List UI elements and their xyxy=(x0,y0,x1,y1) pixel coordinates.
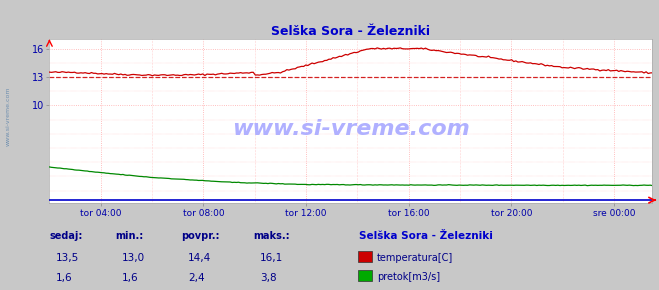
Text: maks.:: maks.: xyxy=(254,231,291,241)
Text: pretok[m3/s]: pretok[m3/s] xyxy=(377,272,440,282)
Text: 13,5: 13,5 xyxy=(56,253,79,263)
Text: 14,4: 14,4 xyxy=(188,253,211,263)
Text: 16,1: 16,1 xyxy=(260,253,283,263)
Text: sedaj:: sedaj: xyxy=(49,231,83,241)
Text: 1,6: 1,6 xyxy=(122,273,138,283)
Text: 2,4: 2,4 xyxy=(188,273,204,283)
Text: min.:: min.: xyxy=(115,231,144,241)
Text: temperatura[C]: temperatura[C] xyxy=(377,253,453,263)
Text: 1,6: 1,6 xyxy=(56,273,72,283)
Text: 3,8: 3,8 xyxy=(260,273,277,283)
Text: Selška Sora - Železniki: Selška Sora - Železniki xyxy=(359,231,493,241)
Title: Selška Sora - Železniki: Selška Sora - Železniki xyxy=(272,25,430,38)
Text: 13,0: 13,0 xyxy=(122,253,145,263)
Text: povpr.:: povpr.: xyxy=(181,231,219,241)
Text: www.si-vreme.com: www.si-vreme.com xyxy=(5,86,11,146)
Text: www.si-vreme.com: www.si-vreme.com xyxy=(232,119,470,139)
